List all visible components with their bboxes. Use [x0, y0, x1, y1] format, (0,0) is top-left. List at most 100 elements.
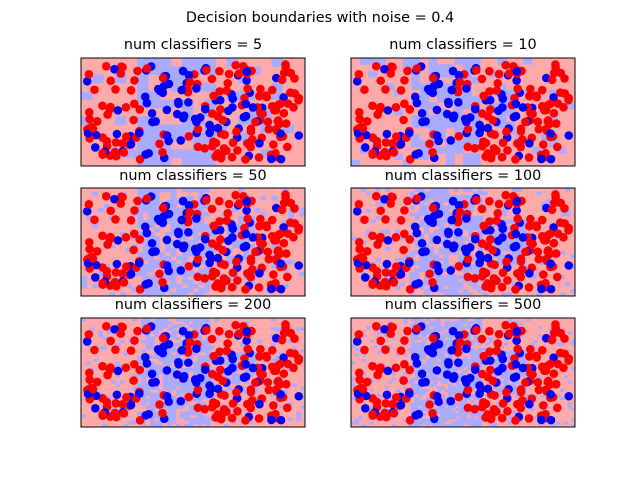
- region-class-0: [188, 380, 194, 384]
- point-class-1: [537, 346, 547, 355]
- region-class-0: [410, 424, 415, 427]
- region-class-0: [440, 394, 445, 398]
- region-class-0: [451, 405, 456, 409]
- region-class-0: [154, 318, 159, 322]
- point-class-1: [118, 139, 127, 148]
- point-class-0: [276, 259, 285, 268]
- point-class-1: [486, 105, 495, 114]
- point-class-1: [103, 110, 112, 119]
- region-class-0: [429, 356, 434, 360]
- region-class-0: [443, 191, 449, 196]
- region-class-0: [167, 408, 172, 412]
- point-class-1: [111, 399, 121, 408]
- region-class-0: [149, 392, 155, 397]
- point-class-1: [220, 391, 229, 400]
- point-class-1: [270, 366, 279, 376]
- point-class-1: [504, 69, 514, 78]
- region-class-0: [171, 358, 177, 362]
- region-class-0: [507, 353, 512, 357]
- region-class-0: [419, 264, 425, 269]
- region-class-0: [154, 355, 159, 359]
- region-class-0: [81, 276, 87, 281]
- region-class-0: [236, 380, 241, 384]
- region-class-0: [444, 323, 449, 327]
- point-class-1: [207, 272, 217, 281]
- region-class-0: [300, 349, 305, 353]
- region-class-0: [463, 58, 473, 65]
- point-class-0: [174, 229, 183, 239]
- point-class-1: [155, 139, 164, 149]
- region-class-0: [419, 140, 429, 148]
- point-class-0: [147, 239, 157, 248]
- point-class-0: [470, 234, 480, 244]
- region-class-0: [132, 318, 138, 322]
- region-class-0: [440, 361, 445, 365]
- region-class-0: [131, 236, 138, 241]
- region-class-0: [466, 367, 471, 371]
- region-class-0: [377, 350, 382, 354]
- point-class-0: [432, 392, 442, 401]
- region-class-0: [477, 188, 483, 192]
- point-class-1: [98, 101, 107, 111]
- region-class-0: [385, 247, 391, 252]
- point-class-1: [373, 370, 382, 380]
- region-class-0: [369, 380, 374, 384]
- region-class-0: [419, 268, 425, 273]
- region-class-0: [429, 383, 434, 387]
- point-class-1: [135, 235, 145, 244]
- region-class-0: [409, 212, 415, 217]
- region-class-0: [506, 219, 513, 224]
- region-class-0: [433, 323, 438, 327]
- region-class-0: [271, 244, 278, 249]
- region-class-0: [419, 222, 425, 227]
- region-class-0: [184, 423, 190, 427]
- region-class-0: [501, 243, 508, 248]
- region-class-0: [171, 405, 177, 409]
- region-class-0: [424, 191, 430, 196]
- region-class-0: [170, 276, 177, 281]
- region-class-0: [137, 232, 143, 237]
- point-class-0: [200, 365, 210, 374]
- point-class-1: [110, 277, 120, 287]
- point-class-0: [267, 284, 276, 294]
- point-class-1: [129, 245, 138, 255]
- region-class-0: [438, 205, 444, 210]
- region-class-0: [296, 417, 302, 422]
- point-class-1: [281, 60, 290, 69]
- point-class-0: [148, 378, 157, 387]
- region-class-0: [167, 352, 172, 356]
- subplot-4: num classifiers = 100: [350, 168, 576, 297]
- region-class-0: [440, 347, 445, 352]
- region-class-0: [385, 275, 391, 279]
- region-class-0: [459, 410, 464, 414]
- region-class-0: [181, 116, 194, 125]
- point-class-0: [410, 352, 420, 362]
- region-class-0: [249, 420, 254, 425]
- point-class-1: [84, 199, 94, 209]
- region-class-0: [296, 327, 302, 331]
- point-class-1: [368, 101, 377, 111]
- region-class-0: [470, 416, 475, 420]
- region-class-0: [253, 358, 259, 362]
- region-class-0: [497, 247, 503, 252]
- point-class-1: [220, 130, 229, 140]
- point-class-0: [454, 71, 464, 80]
- point-class-1: [362, 247, 372, 256]
- region-class-0: [497, 243, 503, 248]
- region-class-0: [197, 333, 203, 338]
- region-class-0: [243, 236, 250, 241]
- region-class-0: [205, 339, 211, 344]
- point-class-1: [486, 365, 495, 375]
- region-class-0: [145, 398, 151, 403]
- region-class-0: [421, 320, 427, 324]
- region-class-0: [148, 216, 155, 221]
- point-class-1: [158, 73, 168, 83]
- region-class-0: [170, 252, 177, 257]
- region-class-0: [470, 356, 475, 360]
- region-class-0: [299, 212, 305, 217]
- region-class-0: [205, 349, 211, 353]
- point-class-0: [382, 259, 392, 269]
- region-class-0: [451, 421, 456, 425]
- region-class-0: [154, 411, 159, 415]
- point-class-1: [101, 191, 111, 201]
